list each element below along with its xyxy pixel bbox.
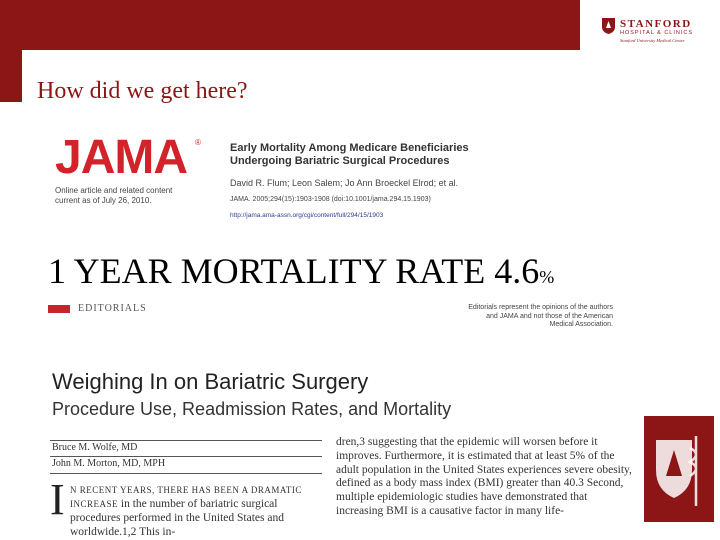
author-divider bbox=[50, 456, 322, 457]
editorials-note: Editorials represent the opinions of the… bbox=[468, 304, 613, 328]
header-bar bbox=[0, 0, 580, 50]
jama-url: http://jama.ama-assn.org/cgi/content/ful… bbox=[230, 212, 384, 219]
author-divider bbox=[50, 440, 322, 441]
brand-name: STANFORD bbox=[620, 18, 692, 30]
brand-sub: HOSPITAL & CLINICS bbox=[620, 30, 694, 36]
jama-article-title: Early Mortality Among Medicare Beneficia… bbox=[230, 142, 469, 168]
lead-body: in the number of bariatric surgical proc… bbox=[70, 498, 284, 538]
mortality-label: 1 YEAR MORTALITY RATE 4.6 bbox=[48, 251, 540, 291]
article-title-line1: Early Mortality Among Medicare Beneficia… bbox=[230, 142, 469, 154]
author-divider bbox=[50, 473, 322, 474]
lead-caps: N RECENT YEARS, THERE HAS BEEN A DRAMATI… bbox=[70, 485, 302, 509]
jama-logo: JAMA bbox=[55, 131, 188, 184]
slide-title: How did we get here? bbox=[37, 78, 248, 104]
jama-online-note: Online article and related content curre… bbox=[55, 186, 173, 205]
mortality-unit: % bbox=[539, 267, 555, 287]
shield-icon bbox=[602, 18, 615, 34]
stanford-logo: STANFORD HOSPITAL & CLINICS Stanford Uni… bbox=[596, 14, 716, 50]
registered-mark: ® bbox=[195, 138, 201, 147]
jama-authors: David R. Flum; Leon Salem; Jo Ann Broeck… bbox=[230, 178, 459, 188]
brand-tagline: Stanford University Medical Center bbox=[620, 38, 685, 43]
editorial-body-right: dren,3 suggesting that the epidemic will… bbox=[336, 436, 632, 517]
editorial-subtitle: Procedure Use, Readmission Rates, and Mo… bbox=[52, 399, 452, 419]
jama-citation: JAMA. 2005;294(15):1903-1908 (doi:10.100… bbox=[230, 196, 431, 203]
editorial-title: Weighing In on Bariatric Surgery bbox=[52, 369, 369, 394]
author-2: John M. Morton, MD, MPH bbox=[52, 458, 166, 469]
jama-article-clipping: JAMA ® Online article and related conten… bbox=[55, 134, 560, 234]
editorials-label: EDITORIALS bbox=[78, 303, 147, 314]
editorials-marker bbox=[48, 305, 70, 313]
accent-sidebar bbox=[0, 50, 22, 102]
drop-cap: I bbox=[50, 475, 65, 524]
editorial-body-left: N RECENT YEARS, THERE HAS BEEN A DRAMATI… bbox=[70, 483, 326, 539]
stanford-emblem bbox=[644, 416, 714, 522]
author-1: Bruce M. Wolfe, MD bbox=[52, 442, 138, 453]
article-title-line2: Undergoing Bariatric Surgical Procedures bbox=[230, 155, 450, 167]
mortality-rate-heading: 1 YEAR MORTALITY RATE 4.6% bbox=[48, 252, 554, 296]
